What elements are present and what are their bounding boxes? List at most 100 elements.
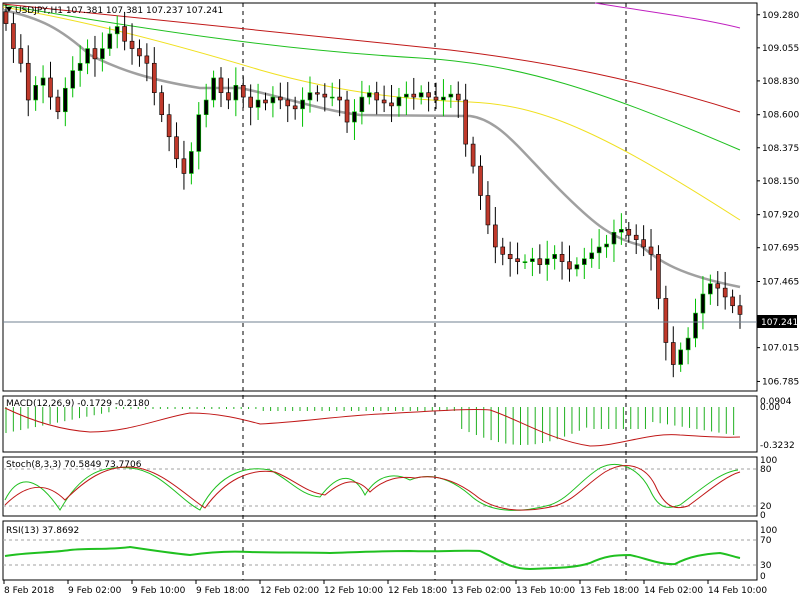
candle-body <box>270 96 276 104</box>
candle-body <box>381 99 387 104</box>
ma-yellow-line <box>2 6 741 221</box>
stoch-tick-100: 100 <box>760 456 777 466</box>
candle-body <box>63 87 68 113</box>
candle-body <box>359 96 365 113</box>
rsi-line <box>4 545 741 571</box>
candle-body <box>70 70 76 89</box>
candle-body <box>3 11 9 24</box>
time-tick-label: 9 Feb 02:00 <box>68 586 122 596</box>
candle-body <box>218 77 224 93</box>
candle-body <box>211 77 216 101</box>
symbol-dropdown-icon[interactable] <box>6 7 12 12</box>
candle-body <box>611 231 617 245</box>
candle-body <box>114 26 120 35</box>
price-axis: 109.280 109.055 108.830 108.600 108.375 108.1… <box>757 11 799 387</box>
candlesticks <box>3 4 743 378</box>
price-tick-label: 107.465 <box>762 278 799 288</box>
candle-body <box>263 99 268 104</box>
candle-body <box>619 229 624 233</box>
candle-body <box>337 96 342 101</box>
candle-body <box>196 114 202 152</box>
candle-body <box>493 224 498 248</box>
rsi-tick-0: 0 <box>760 572 766 582</box>
price-tick-label: 106.785 <box>762 377 799 387</box>
rsi-pane-border <box>2 520 758 581</box>
candle-body <box>708 283 713 295</box>
moving-averages <box>2 2 741 289</box>
candle-body <box>144 55 150 64</box>
candle-body <box>552 254 557 260</box>
candle-body <box>515 258 520 262</box>
candle-body <box>544 258 550 265</box>
candle-body <box>648 246 654 255</box>
candle-body <box>203 99 209 115</box>
candle-body <box>426 92 431 98</box>
candle-body <box>151 62 157 93</box>
candle-body <box>85 48 90 64</box>
candle-body <box>641 239 646 248</box>
macd-tick-top: 0.0904 <box>760 397 792 407</box>
candle-body <box>722 287 728 298</box>
price-tick-label: 107.015 <box>762 344 799 354</box>
candle-body <box>389 102 394 107</box>
ma-gray-line <box>2 8 741 289</box>
candle-body <box>582 258 587 265</box>
candle-body <box>626 229 632 236</box>
ma-purple-line <box>594 2 741 29</box>
price-tick-label: 108.375 <box>762 144 799 154</box>
candle-body <box>441 96 446 101</box>
candle-body <box>715 283 721 289</box>
candle-body <box>226 92 231 101</box>
time-tick-label: 8 Feb 2018 <box>4 586 55 596</box>
candle-body <box>77 62 83 71</box>
candle-body <box>411 93 417 98</box>
candle-body <box>470 143 476 167</box>
time-tick-label: 12 Feb 02:00 <box>260 586 319 596</box>
candle-body <box>559 254 565 262</box>
current-price-label: 107.241 <box>761 318 798 328</box>
candle-body <box>344 99 350 123</box>
candle-body <box>92 48 98 60</box>
candle-body <box>322 93 328 98</box>
time-tick-label: 9 Feb 18:00 <box>196 586 250 596</box>
candle-body <box>500 246 506 255</box>
candle-body <box>278 96 283 101</box>
candle-body <box>18 48 24 64</box>
stoch-signal-line <box>4 465 741 511</box>
candle-body <box>48 77 53 98</box>
macd-tick-bottom: -0.3232 <box>760 441 795 451</box>
candle-body <box>574 264 580 270</box>
candle-body <box>396 96 402 107</box>
time-tick-label: 13 Feb 10:00 <box>516 586 575 596</box>
candle-body <box>596 246 602 254</box>
candle-body <box>567 261 572 270</box>
candle-body <box>174 136 179 160</box>
candle-body <box>633 234 639 240</box>
candle-body <box>55 96 61 113</box>
candle-body <box>166 114 172 138</box>
price-tick-label: 109.055 <box>762 44 799 54</box>
candle-body <box>433 96 439 101</box>
candle-body <box>181 158 187 174</box>
macd-header: MACD(12,26,9) -0.1729 -0.2180 <box>6 399 150 409</box>
time-tick-label: 12 Feb 10:00 <box>324 586 383 596</box>
rsi-tick-70: 70 <box>760 536 772 546</box>
candle-body <box>656 254 661 299</box>
candle-body <box>463 99 468 145</box>
price-tick-label: 107.695 <box>762 244 799 254</box>
macd-signal-line <box>4 407 741 447</box>
candle-body <box>189 151 194 174</box>
candle-body <box>663 298 669 343</box>
rsi-tick-30: 30 <box>760 561 772 571</box>
rsi-header: RSI(13) 37.8692 <box>6 526 79 536</box>
current-price-tag <box>757 315 797 328</box>
candle-body <box>255 99 261 108</box>
stoch-tick-20: 20 <box>760 502 772 512</box>
price-tick-label: 108.600 <box>762 111 799 121</box>
candle-body <box>240 85 246 98</box>
stoch-tick-0: 0 <box>760 511 766 521</box>
candle-body <box>307 92 313 101</box>
time-axis: 8 Feb 2018 9 Feb 02:00 9 Feb 10:00 9 Feb 18… <box>3 580 767 596</box>
